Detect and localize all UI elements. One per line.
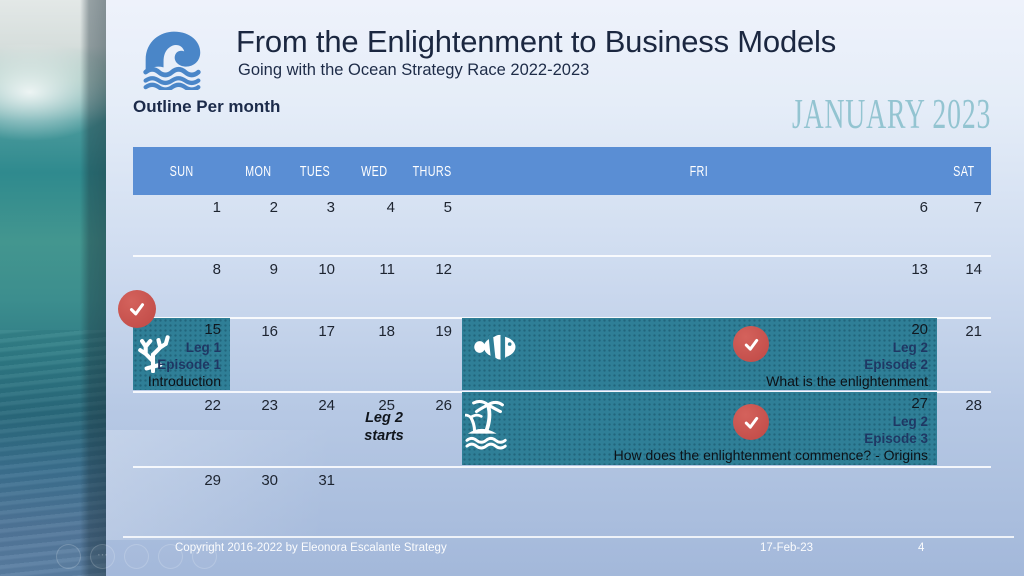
calendar: SUN MON TUES WED THURS FRI SAT 1 2 3 4 5…	[118, 147, 991, 530]
page-number: 4	[918, 542, 925, 554]
island-icon	[465, 399, 507, 450]
event-leg1-episode1: 15 Leg 1 Episode 1 Introduction	[133, 318, 230, 390]
month-label: JANUARY 2023	[791, 92, 991, 139]
presenter-control-icon[interactable]	[124, 544, 149, 569]
weekday-wed: WED	[360, 162, 388, 180]
event-leg2-episode3: 27 Leg 2 Episode 3 How does the enlighte…	[462, 392, 937, 465]
event-title: Introduction	[147, 373, 221, 389]
week-row-1: 1 2 3 4 5 6 7	[133, 195, 991, 255]
ocean-wave-photo	[0, 0, 106, 576]
day-cell: 23	[261, 397, 278, 414]
presenter-control-more-icon[interactable]: ⋯	[90, 544, 115, 569]
event-leg: Leg 2	[892, 340, 928, 355]
clownfish-icon	[474, 333, 516, 361]
day-cell: 22	[204, 397, 221, 414]
day-cell: 29	[204, 472, 221, 489]
completed-check-icon	[733, 326, 769, 362]
weekday-thurs: THURS	[412, 162, 452, 180]
day-cell: 26	[435, 397, 452, 414]
event-title: What is the enlightenment	[766, 373, 928, 389]
day-cell: 10	[318, 261, 335, 278]
section-label: Outline Per month	[133, 97, 281, 116]
weekday-sun: SUN	[169, 162, 194, 180]
footer-divider	[123, 536, 1014, 538]
day-cell: 19	[435, 323, 452, 340]
event-episode: Episode 2	[864, 357, 928, 372]
day-cell: 28	[965, 397, 982, 414]
event-day-number: 20	[911, 321, 928, 338]
day-cell: 14	[965, 261, 982, 278]
completed-check-icon	[118, 290, 156, 328]
day-cell: 24	[318, 397, 335, 414]
day-cell: 1	[212, 199, 221, 216]
weekday-sat: SAT	[953, 162, 975, 180]
wave-logo-icon	[143, 31, 201, 90]
weekday-tues: TUES	[300, 162, 331, 180]
note-line: Leg 2	[365, 410, 403, 426]
day-cell: 8	[212, 261, 221, 278]
weekday-mon: MON	[245, 162, 272, 180]
note-leg2-starts: Leg 2 starts	[344, 409, 424, 445]
day-cell: 21	[965, 323, 982, 340]
presenter-control-icon[interactable]	[158, 544, 183, 569]
weekday-header-row: SUN MON TUES WED THURS FRI SAT	[133, 147, 991, 195]
day-cell: 16	[261, 323, 278, 340]
day-cell: 5	[443, 199, 452, 216]
day-cell: 18	[378, 323, 395, 340]
presenter-controls: ⋯	[56, 544, 217, 569]
day-cell: 7	[973, 199, 982, 216]
day-cell: 30	[261, 472, 278, 489]
week-row-2: 8 9 10 11 12 13 14	[133, 255, 991, 317]
day-cell	[937, 468, 991, 530]
day-cell: 3	[326, 199, 335, 216]
day-cell	[404, 468, 461, 530]
event-leg: Leg 2	[892, 414, 928, 429]
day-cell: 6	[919, 199, 928, 216]
event-day-number: 27	[911, 395, 928, 412]
event-episode: Episode 1	[157, 357, 221, 372]
day-cell: 17	[318, 323, 335, 340]
event-title: How does the enlightenment commence? - O…	[613, 447, 928, 463]
day-cell: 4	[386, 199, 395, 216]
day-cell: 25	[378, 397, 395, 414]
day-cell: 13	[911, 261, 928, 278]
day-cell: 2	[269, 199, 278, 216]
day-cell: 11	[379, 261, 395, 278]
copyright-text: Copyright 2016-2022 by Eleonora Escalant…	[175, 542, 447, 554]
event-episode: Episode 3	[864, 431, 928, 446]
footer-date: 17-Feb-23	[760, 542, 814, 554]
event-leg: Leg 1	[185, 340, 221, 355]
week-row-5: 29 30 31	[133, 466, 991, 530]
event-leg2-episode2: 20 Leg 2 Episode 2 What is the enlighten…	[462, 318, 937, 390]
day-cell: 9	[269, 261, 278, 278]
note-line: starts	[364, 428, 404, 444]
day-cell: 12	[435, 261, 452, 278]
day-cell: 31	[318, 472, 335, 489]
event-day-number: 15	[204, 321, 221, 338]
weekday-fri: FRI	[689, 162, 709, 180]
day-cell	[461, 468, 937, 530]
presenter-control-icon[interactable]	[192, 544, 217, 569]
completed-check-icon	[733, 404, 769, 440]
day-cell	[344, 468, 404, 530]
slide-subtitle: Going with the Ocean Strategy Race 2022-…	[238, 61, 590, 79]
slide-title: From the Enlightenment to Business Model…	[236, 24, 837, 59]
coral-icon	[138, 335, 170, 373]
presenter-control-icon[interactable]	[56, 544, 81, 569]
